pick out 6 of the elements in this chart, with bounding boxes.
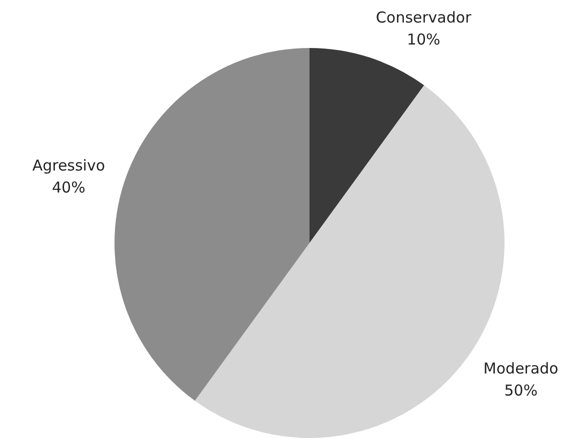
- data-label: 50%: [504, 381, 538, 400]
- slice-label: Moderado: [483, 359, 558, 378]
- data-label: 40%: [52, 178, 86, 196]
- data-label: 10%: [406, 30, 440, 48]
- slice-label: Conservador: [376, 8, 472, 26]
- slice-label: Agressivo: [32, 156, 106, 174]
